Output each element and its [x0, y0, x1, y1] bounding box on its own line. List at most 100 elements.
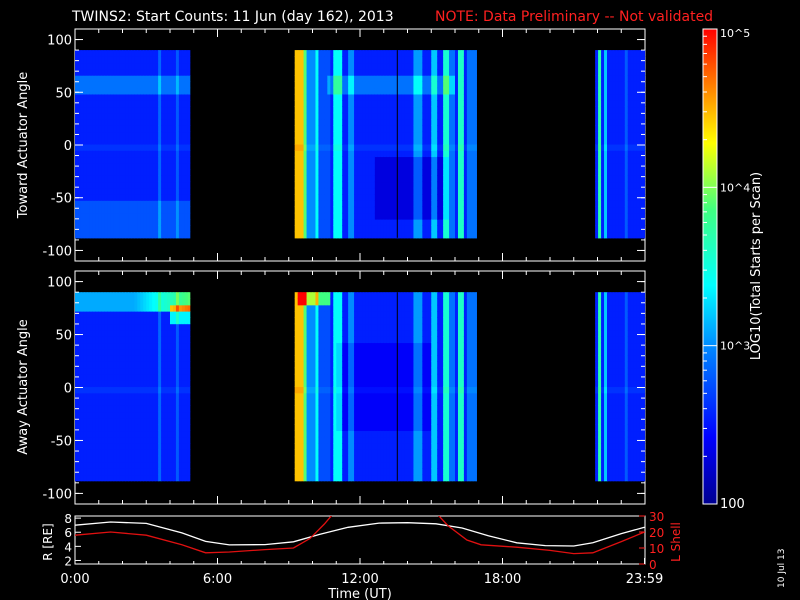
heatmap-cell	[170, 292, 174, 300]
heatmap-cell	[636, 68, 641, 76]
heatmap-cell	[107, 212, 112, 220]
heatmap-cell	[416, 181, 420, 189]
heatmap-cell	[89, 304, 94, 312]
heatmap-cell	[362, 162, 367, 170]
heatmap-cell	[357, 87, 361, 95]
heatmap-cell	[187, 118, 191, 126]
heatmap-cell	[95, 87, 100, 95]
heatmap-cell	[128, 336, 133, 344]
heatmap-cell	[309, 329, 314, 337]
heatmap-cell	[300, 436, 305, 444]
heatmap-cell	[371, 225, 376, 233]
heatmap-cell	[398, 206, 403, 214]
heatmap-cell	[339, 231, 343, 239]
heatmap-cell	[178, 367, 183, 375]
heatmap-cell	[125, 348, 130, 356]
heatmap-cell	[172, 436, 177, 444]
heatmap-cell	[152, 125, 156, 133]
heatmap-cell	[128, 143, 133, 151]
heatmap-cell	[404, 150, 409, 158]
heatmap-cell	[371, 81, 376, 89]
heatmap-cell	[80, 62, 85, 70]
heatmap-cell	[134, 75, 138, 82]
heatmap-cell	[345, 106, 349, 114]
heatmap-cell	[164, 87, 168, 95]
heatmap-cell	[609, 87, 614, 95]
heatmap-cell	[327, 219, 331, 226]
heatmap-cell	[170, 342, 174, 350]
heatmap-cell	[336, 87, 340, 95]
heatmap-cell	[92, 461, 97, 469]
heatmap-cell	[598, 137, 602, 145]
heatmap-cell	[140, 162, 144, 170]
heatmap-cell	[110, 143, 115, 151]
heatmap-cell	[440, 156, 444, 164]
heatmap-cell	[128, 112, 133, 120]
heatmap-cell	[98, 380, 103, 388]
heatmap-cell	[312, 112, 317, 120]
heatmap-cell	[75, 125, 79, 133]
heatmap-cell	[297, 212, 302, 220]
heatmap-cell	[609, 118, 614, 126]
heatmap-cell	[466, 200, 471, 208]
heatmap-cell	[164, 156, 168, 164]
heatmap-cell	[324, 206, 328, 214]
heatmap-cell	[362, 150, 367, 158]
heatmap-cell	[107, 75, 112, 82]
heatmap-cell	[101, 292, 106, 300]
heatmap-cell	[131, 405, 135, 413]
heatmap-cell	[377, 143, 382, 151]
heatmap-cell	[598, 225, 602, 233]
heatmap-cell	[398, 219, 403, 226]
heatmap-cell	[98, 449, 103, 457]
heatmap-cell	[125, 468, 130, 476]
heatmap-cell	[633, 100, 638, 108]
heatmap-cell	[122, 380, 127, 388]
heatmap-cell	[392, 231, 397, 239]
heatmap-cell	[386, 162, 391, 170]
heatmap-cell	[362, 100, 367, 108]
heatmap-cell	[119, 449, 124, 457]
heatmap-cell	[107, 311, 112, 318]
heatmap-cell	[167, 194, 171, 201]
heatmap-cell	[457, 56, 462, 64]
heatmap-cell	[389, 194, 394, 201]
heatmap-cell	[107, 175, 112, 183]
heatmap-cell	[184, 361, 189, 369]
heatmap-cell	[98, 361, 103, 369]
heatmap-cell	[155, 455, 159, 463]
heatmap-cell	[128, 231, 133, 239]
heatmap-cell	[321, 156, 325, 164]
heatmap-cell	[98, 219, 103, 226]
heatmap-cell	[437, 194, 441, 201]
heatmap-cell	[368, 175, 373, 183]
heatmap-cell	[466, 93, 471, 101]
heatmap-cell	[627, 175, 632, 183]
heatmap-cell	[300, 361, 305, 369]
heatmap-cell	[351, 231, 355, 239]
heatmap-cell	[146, 298, 150, 306]
heatmap-cell	[398, 231, 403, 239]
heatmap-cell	[633, 87, 638, 95]
heatmap-cell	[83, 162, 88, 170]
heatmap-cell	[95, 200, 100, 208]
heatmap-cell	[137, 118, 141, 126]
heatmap-cell	[306, 93, 311, 101]
heatmap-cell	[437, 187, 441, 195]
heatmap-cell	[357, 137, 361, 145]
heatmap-cell	[434, 181, 438, 189]
heatmap-cell	[383, 231, 388, 239]
heatmap-cell	[104, 405, 109, 413]
heatmap-cell	[419, 125, 423, 133]
heatmap-cell	[155, 125, 159, 133]
heatmap-cell	[152, 298, 156, 306]
heatmap-cell	[113, 62, 118, 70]
heatmap-cell	[128, 50, 133, 57]
heatmap-cell	[460, 156, 465, 164]
heatmap-cell	[303, 342, 308, 350]
heatmap-cell	[175, 386, 180, 394]
heatmap-cell	[95, 181, 100, 189]
heatmap-cell	[612, 150, 617, 158]
heatmap-cell	[175, 355, 180, 362]
heatmap-cell	[300, 93, 305, 101]
